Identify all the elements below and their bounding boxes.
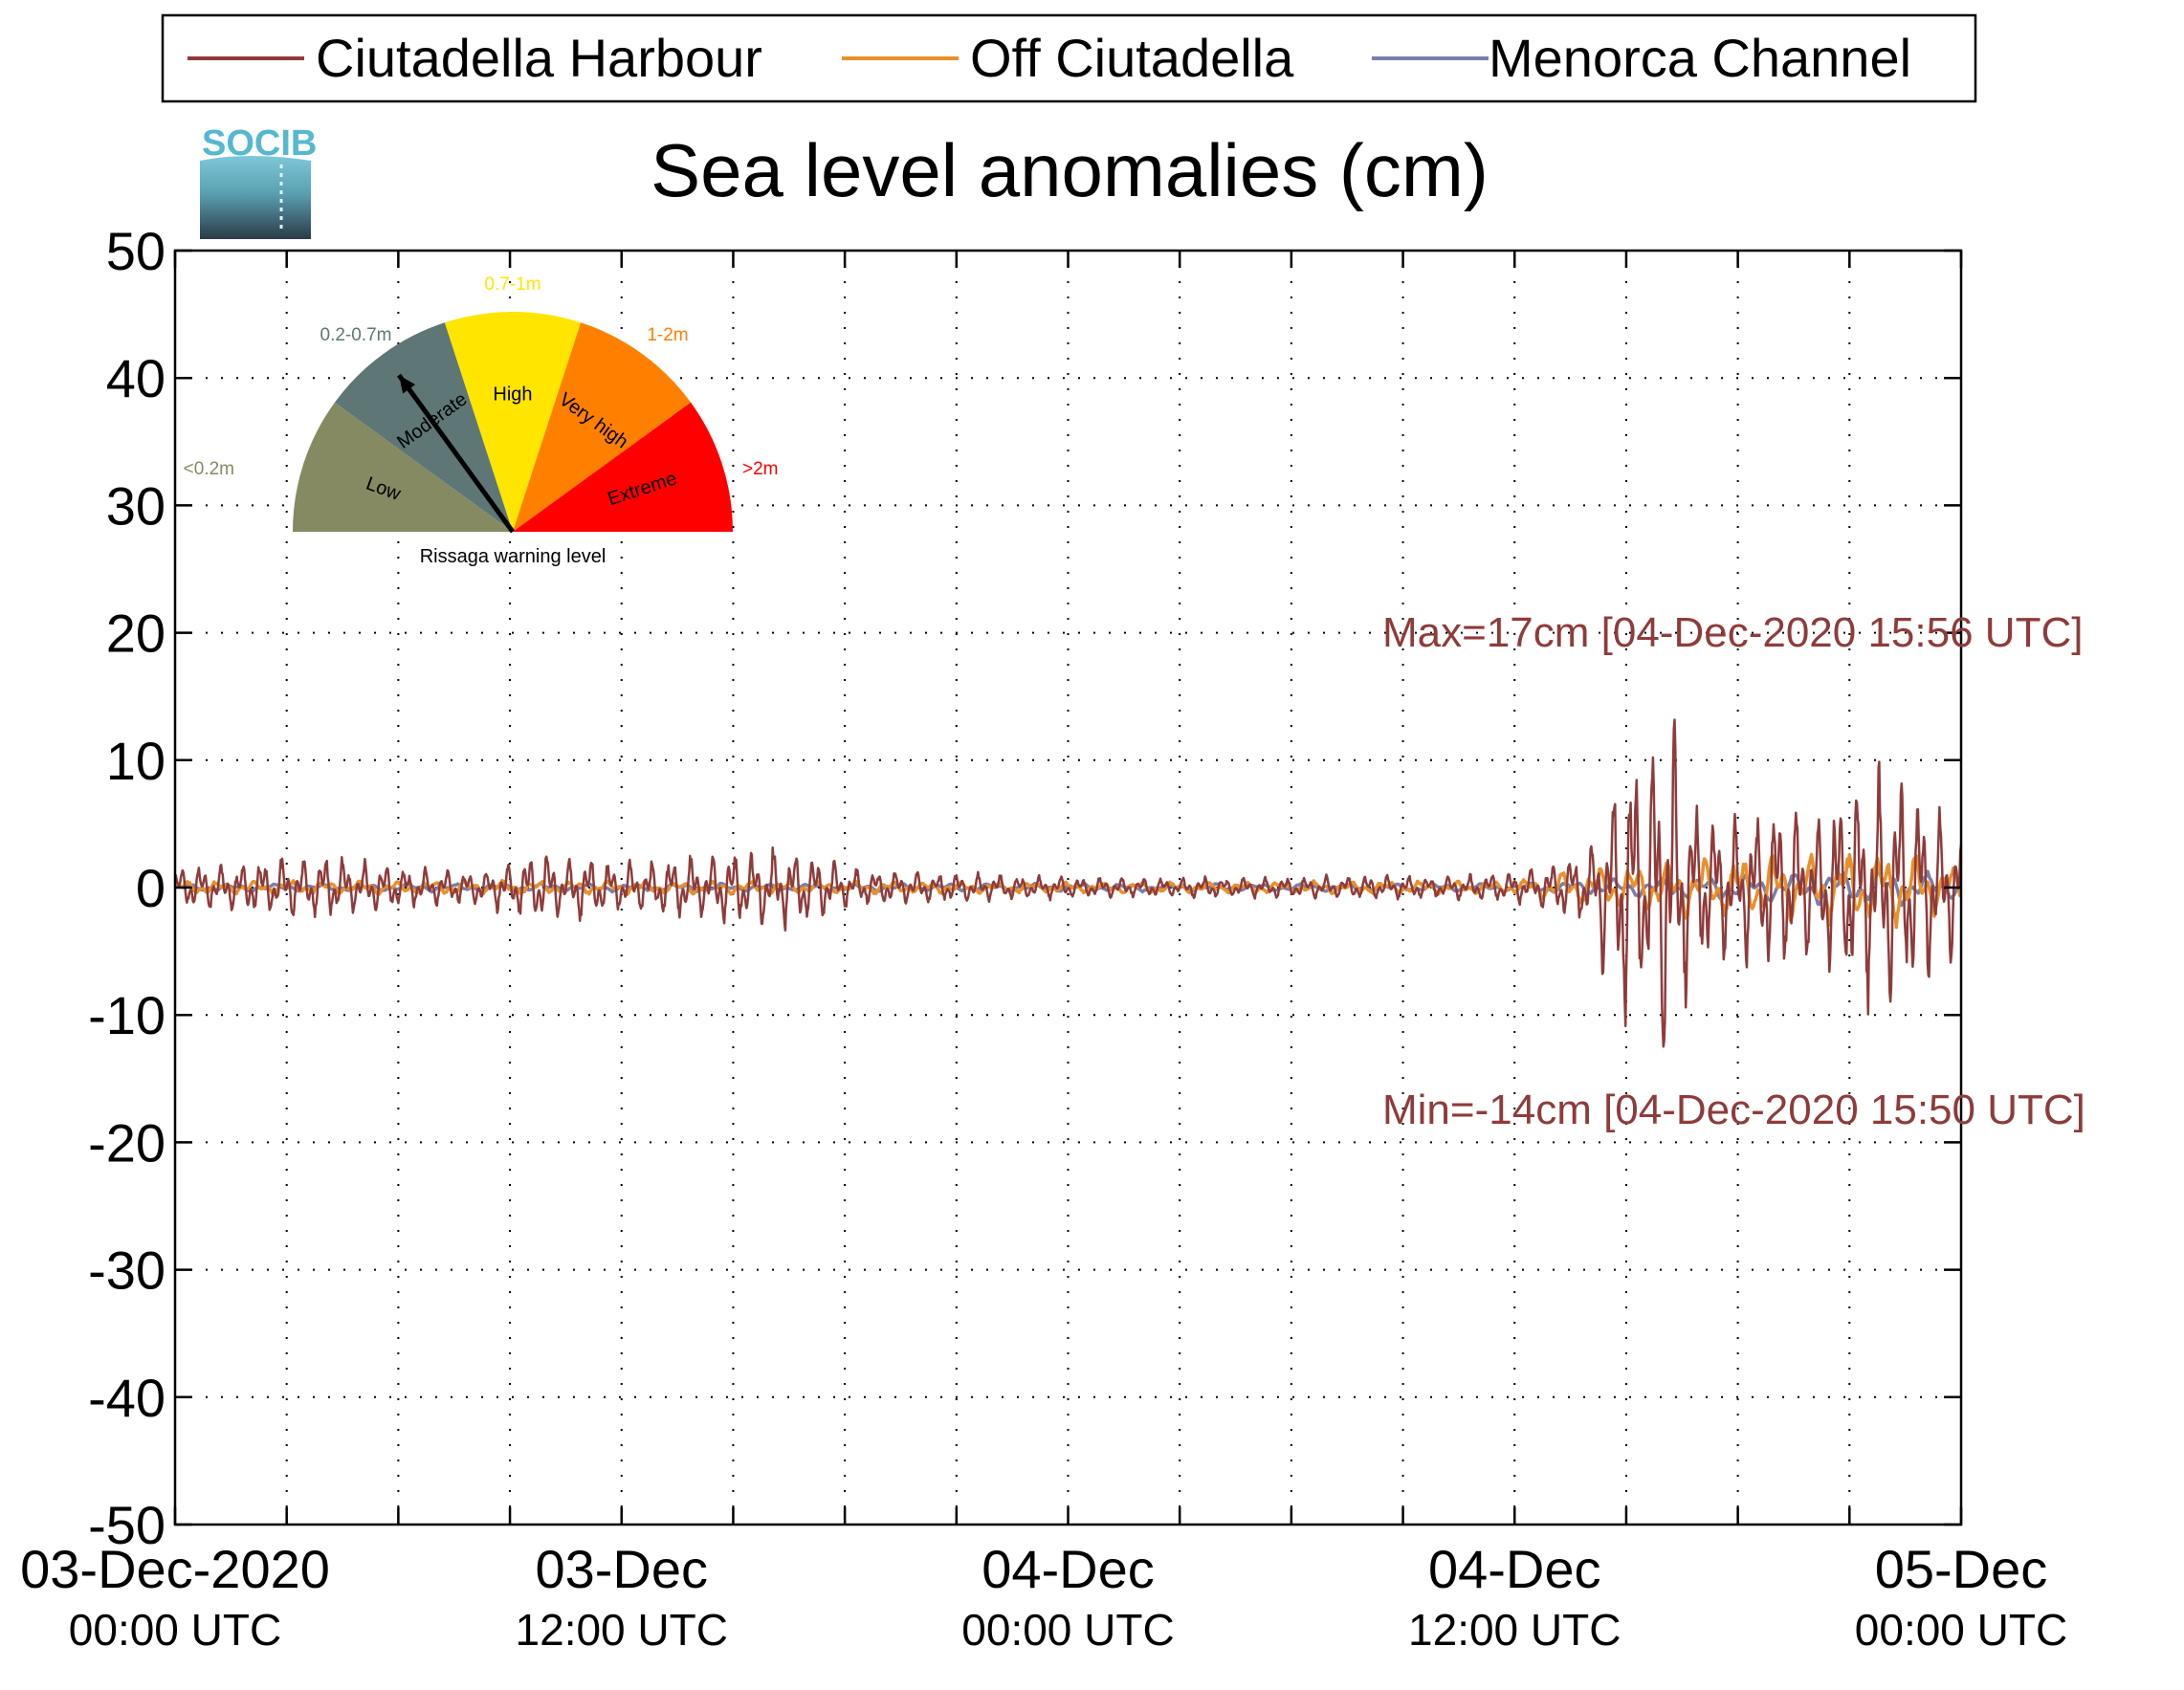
legend-label-menorca-channel: Menorca Channel (1489, 28, 1911, 88)
gauge-range-label: >2m (742, 459, 779, 479)
x-tick-label-date: 05-Dec (1875, 1539, 2048, 1599)
gauge-range-label: 0.2-0.7m (320, 325, 392, 345)
y-tick-label: 0 (136, 858, 165, 918)
series-line-ciutadella-harbour (173, 718, 1963, 1048)
gauge-segment-low (293, 402, 513, 532)
gauge-indicator-needle (397, 373, 516, 534)
x-tick-label-time: 12:00 UTC (516, 1605, 728, 1655)
y-tick-label: -20 (88, 1112, 165, 1173)
gauge-segment-extreme (513, 402, 734, 532)
gauge-indicator-arrowhead (399, 375, 416, 394)
y-axis-tick-labels: 50 40 30 20 10 0 -10 -20 -30 -40 -50 (88, 221, 165, 1555)
socib-logo: SOCIB (200, 123, 317, 239)
gauge-segment-very-high (513, 322, 692, 532)
max-annotation: Max=17cm [04-Dec-2020 15:56 UTC] (1382, 609, 2083, 656)
gauge-level-label: High (493, 384, 532, 406)
x-tick-label-date: 03-Dec-2020 (20, 1539, 330, 1599)
x-axis-tick-labels: 03-Dec-2020 00:00 UTC 03-Dec 12:00 UTC 04-De… (20, 1539, 2067, 1655)
x-tick-label-time: 12:00 UTC (1408, 1605, 1621, 1655)
gauge-segment-high (444, 312, 582, 532)
axis-ticks (173, 249, 1963, 1526)
gauge-range-label: <0.2m (184, 459, 234, 479)
y-tick-label: -40 (88, 1368, 165, 1428)
y-tick-label: 20 (106, 604, 165, 664)
series-lines (173, 718, 1963, 1048)
gauge-segment-moderate (334, 322, 513, 532)
legend-box (161, 13, 1977, 103)
min-annotation: Min=-14cm [04-Dec-2020 15:50 UTC] (1382, 1086, 2085, 1133)
x-tick-label-date: 04-Dec (1428, 1539, 1601, 1599)
x-tick-label-time: 00:00 UTC (961, 1605, 1174, 1655)
x-tick-label-time: 00:00 UTC (1855, 1605, 2067, 1655)
y-tick-label: 10 (106, 731, 165, 791)
gauge-range-label: 0.7-1m (484, 274, 540, 295)
chart-title: Sea level anomalies (cm) (651, 128, 1489, 212)
gauge-caption: Rissaga warning level (420, 546, 607, 567)
x-tick-label-time: 00:00 UTC (69, 1605, 281, 1655)
y-tick-label: 40 (106, 348, 165, 408)
legend: Ciutadella Harbour Off Ciutadella Menorc… (161, 13, 1977, 103)
y-tick-label: -50 (88, 1495, 165, 1555)
y-tick-label: 30 (106, 475, 165, 536)
gauge-range-label: 1-2m (647, 325, 688, 345)
x-tick-label-date: 03-Dec (535, 1539, 708, 1599)
legend-label-off-ciutadella: Off Ciutadella (970, 28, 1294, 88)
x-tick-label-date: 04-Dec (982, 1539, 1155, 1599)
y-tick-label: -30 (88, 1240, 165, 1301)
legend-label-ciutadella-harbour: Ciutadella Harbour (316, 28, 762, 88)
y-tick-label: 50 (106, 221, 165, 281)
y-tick-label: -10 (88, 985, 165, 1045)
